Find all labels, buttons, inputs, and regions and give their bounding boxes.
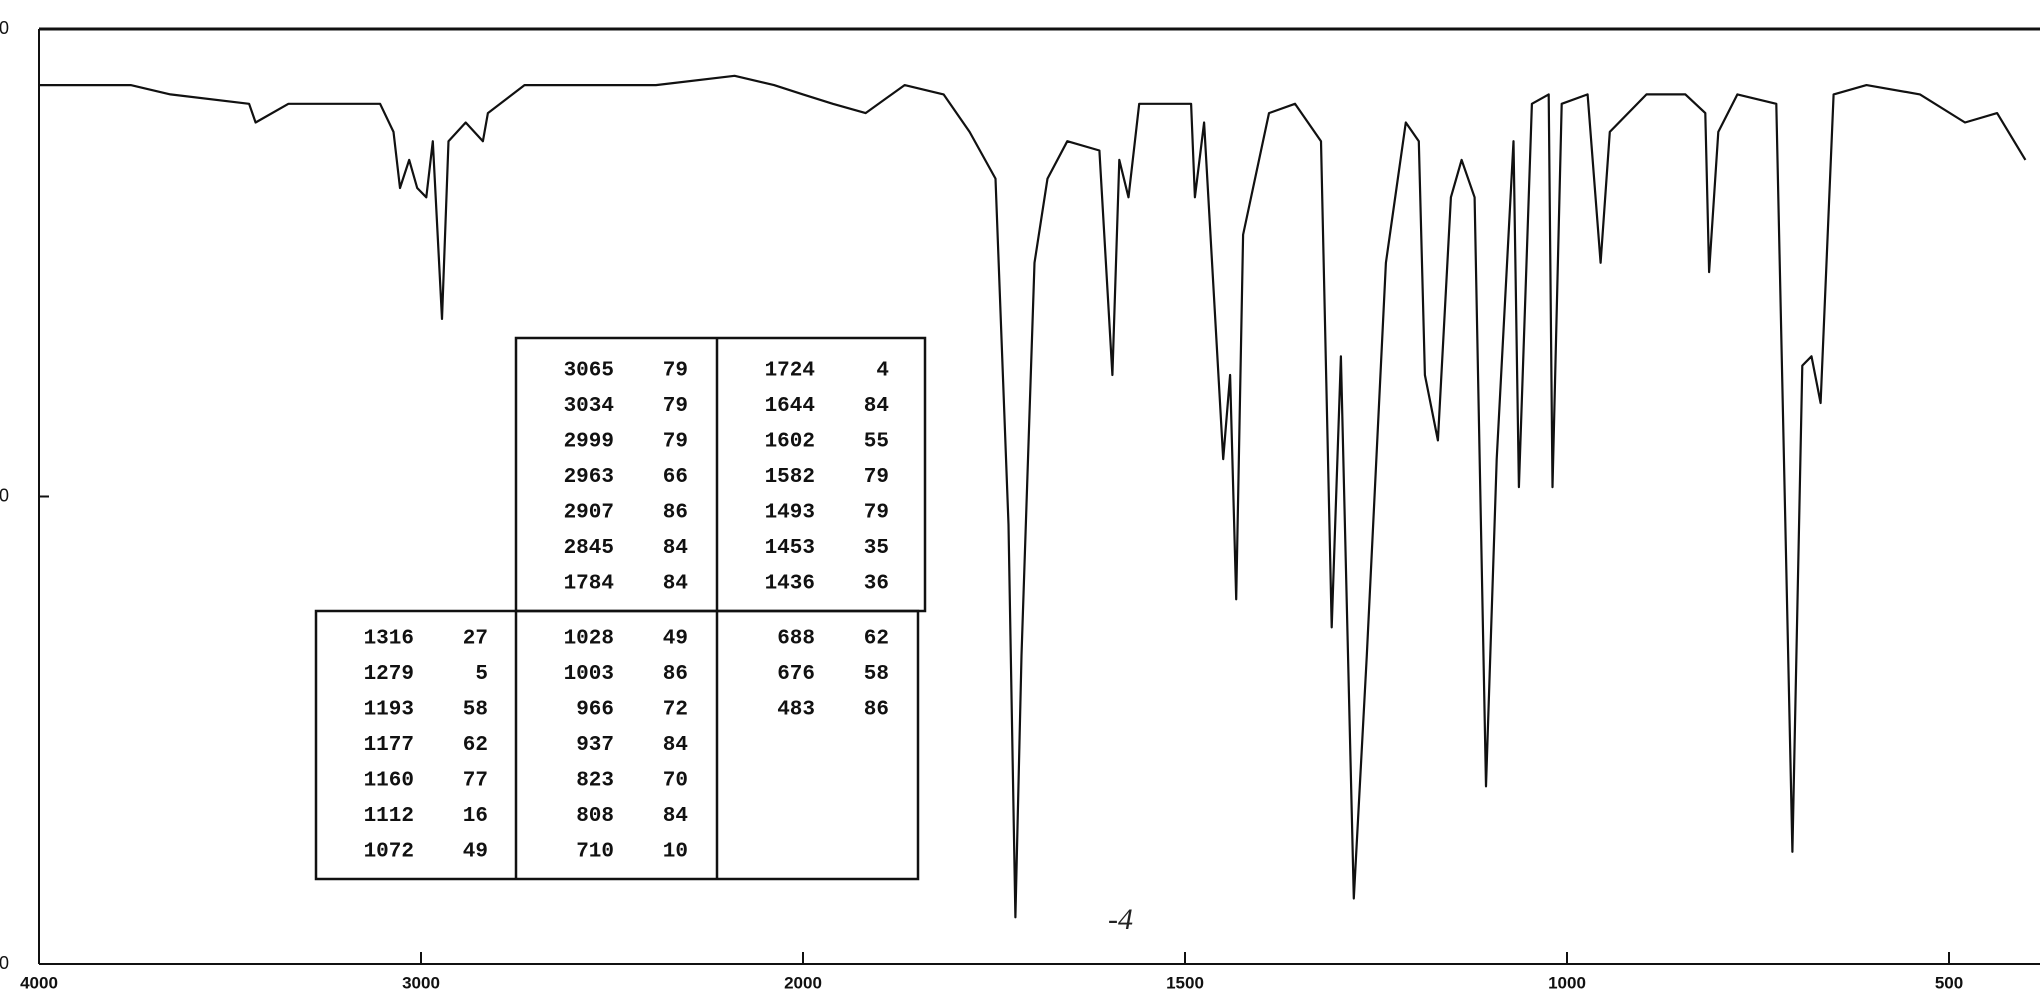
- peak-transmittance: 70: [663, 770, 688, 793]
- peak-transmittance: 72: [663, 699, 688, 722]
- peak-transmittance: 58: [864, 663, 889, 686]
- peak-transmittance: 36: [864, 573, 889, 596]
- x-tick-label: 2000: [784, 973, 822, 992]
- peak-transmittance: 62: [864, 628, 889, 651]
- peak-wavenumber: 1028: [564, 628, 614, 651]
- peak-wavenumber: 1003: [564, 663, 614, 686]
- peak-wavenumber: 1644: [765, 395, 815, 418]
- peak-wavenumber: 1724: [765, 360, 815, 383]
- peak-wavenumber: 1279: [364, 663, 414, 686]
- peak-wavenumber: 1177: [364, 734, 414, 757]
- peak-transmittance: 79: [663, 431, 688, 454]
- y-tick-label: 100: [0, 18, 9, 38]
- peak-transmittance: 84: [864, 395, 889, 418]
- peak-transmittance: 86: [663, 663, 688, 686]
- peak-wavenumber: 1316: [364, 628, 414, 651]
- peak-wavenumber: 710: [576, 841, 614, 864]
- peak-transmittance: 79: [864, 502, 889, 525]
- peak-wavenumber: 1193: [364, 699, 414, 722]
- peak-wavenumber: 2963: [564, 466, 614, 489]
- peak-transmittance: 10: [663, 841, 688, 864]
- peak-table-frame: [314, 336, 927, 881]
- annotation: -4: [1108, 903, 1133, 936]
- peak-wavenumber: 2845: [564, 537, 614, 560]
- peak-transmittance: 62: [463, 734, 488, 757]
- peak-transmittance: 84: [663, 734, 688, 757]
- peak-wavenumber: 3065: [564, 360, 614, 383]
- peak-wavenumber: 937: [576, 734, 614, 757]
- peak-transmittance: 58: [463, 699, 488, 722]
- peak-transmittance: 86: [864, 699, 889, 722]
- peak-transmittance: 49: [663, 628, 688, 651]
- peak-transmittance: 55: [864, 431, 889, 454]
- peak-wavenumber: 1072: [364, 841, 414, 864]
- peak-wavenumber: 1112: [364, 805, 414, 828]
- peak-wavenumber: 688: [777, 628, 815, 651]
- x-tick-label: 4000: [20, 973, 58, 992]
- peak-transmittance: 35: [864, 537, 889, 560]
- peak-transmittance: 49: [463, 841, 488, 864]
- peak-wavenumber: 2999: [564, 431, 614, 454]
- peak-wavenumber: 3034: [564, 395, 614, 418]
- x-tick-label: 1500: [1166, 973, 1204, 992]
- peak-transmittance: 4: [876, 360, 889, 383]
- y-tick-label: 50: [0, 485, 9, 505]
- peak-wavenumber: 1493: [765, 502, 815, 525]
- peak-transmittance: 16: [463, 805, 488, 828]
- peak-transmittance: 27: [463, 628, 488, 651]
- x-tick-label: 500: [1935, 973, 1963, 992]
- peak-wavenumber: 823: [576, 770, 614, 793]
- peak-transmittance: 5: [475, 663, 488, 686]
- peak-transmittance: 84: [663, 573, 688, 596]
- peak-transmittance: 66: [663, 466, 688, 489]
- peak-wavenumber: 483: [777, 699, 815, 722]
- peak-wavenumber: 966: [576, 699, 614, 722]
- peak-wavenumber: 1160: [364, 770, 414, 793]
- peak-wavenumber: 1436: [765, 573, 815, 596]
- peak-transmittance: 84: [663, 537, 688, 560]
- peak-wavenumber: 676: [777, 663, 815, 686]
- peak-transmittance: 84: [663, 805, 688, 828]
- peak-transmittance: 77: [463, 770, 488, 793]
- peak-transmittance: 79: [663, 395, 688, 418]
- peak-wavenumber: 1602: [765, 431, 815, 454]
- x-tick-label: 3000: [402, 973, 440, 992]
- peak-wavenumber: 1453: [765, 537, 815, 560]
- y-tick-label: 0: [0, 953, 9, 973]
- peak-wavenumber: 2907: [564, 502, 614, 525]
- spectrum-line: [39, 74, 2027, 919]
- table-box-bottom: [314, 609, 920, 881]
- x-tick-label: 1000: [1548, 973, 1586, 992]
- peak-transmittance: 86: [663, 502, 688, 525]
- peak-wavenumber: 808: [576, 805, 614, 828]
- peak-wavenumber: 1582: [765, 466, 815, 489]
- peak-transmittance: 79: [864, 466, 889, 489]
- peak-transmittance: 79: [663, 360, 688, 383]
- peak-wavenumber: 1784: [564, 573, 614, 596]
